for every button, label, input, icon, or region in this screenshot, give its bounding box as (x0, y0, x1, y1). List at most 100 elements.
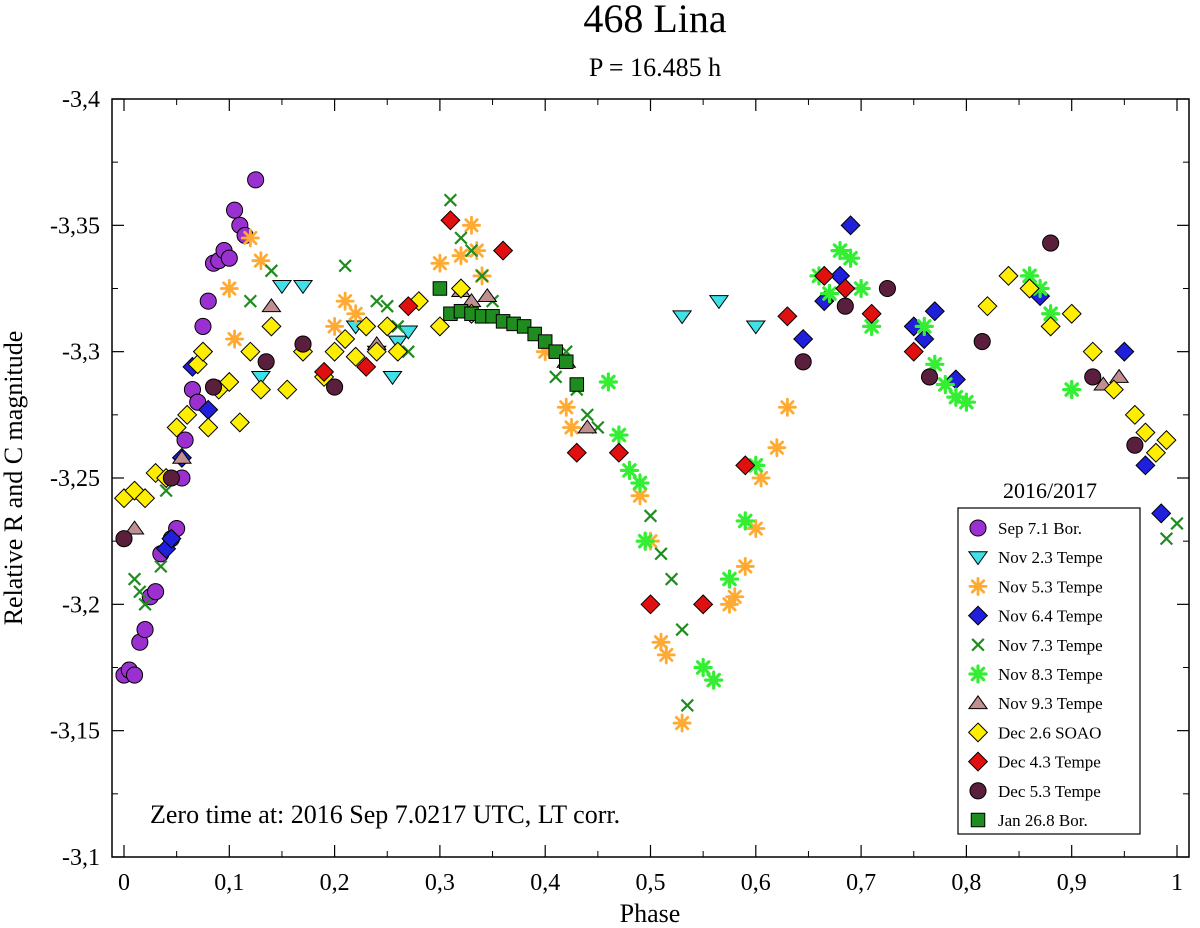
data-point (562, 418, 581, 437)
data-point (338, 259, 352, 273)
x-tick-label: 0,2 (320, 870, 350, 896)
x-tick-label: 1 (1171, 870, 1183, 896)
data-point (147, 583, 165, 601)
y-tick-label: -3,35 (50, 213, 100, 239)
data-point (326, 378, 344, 396)
legend-marker (968, 664, 988, 684)
data-point (1019, 278, 1040, 299)
data-point (830, 240, 850, 261)
data-point (1159, 532, 1174, 546)
data-point (1151, 503, 1172, 524)
data-point (271, 280, 293, 295)
y-tick-labels: -3,4 -3,35 -3,3 -3,25 -3,2 -3,15 -3,1 (50, 87, 100, 871)
data-point (250, 379, 271, 400)
data-point (356, 356, 377, 377)
series-4 (127, 193, 1184, 713)
data-point (467, 241, 487, 261)
data-point (998, 265, 1019, 286)
x-tick-label: 0 (118, 870, 130, 896)
data-point (451, 246, 471, 266)
data-point (946, 387, 966, 407)
data-point (777, 306, 798, 327)
data-point (640, 594, 661, 615)
data-point (261, 316, 282, 337)
data-point (878, 279, 896, 298)
data-point (693, 657, 713, 678)
data-point (194, 317, 212, 335)
data-point (159, 484, 173, 498)
data-point (635, 531, 655, 551)
data-point (219, 371, 240, 393)
legend-marker (967, 605, 989, 626)
x-tick-label: 0,3 (425, 870, 455, 896)
data-point (630, 473, 650, 493)
data-point (840, 248, 861, 268)
data-point (380, 299, 394, 313)
series-5 (598, 240, 1082, 690)
data-point (903, 341, 924, 362)
data-point (243, 294, 257, 308)
data-point (924, 301, 945, 322)
data-point (134, 488, 156, 509)
data-point (580, 408, 594, 422)
data-point (145, 462, 166, 484)
data-point (398, 325, 419, 340)
data-point (1040, 316, 1061, 337)
legend-label: Sep 7.1 Bor. (998, 519, 1082, 538)
data-point (720, 594, 739, 614)
data-point (133, 585, 147, 599)
data-point (630, 486, 650, 506)
legend-marker (967, 695, 989, 710)
data-point (746, 519, 766, 538)
data-point (1170, 516, 1184, 531)
x-axis-label: Phase (620, 899, 681, 928)
legend-label: Nov 8.3 Tempe (998, 665, 1103, 684)
data-point (314, 361, 335, 382)
data-point (956, 392, 977, 412)
data-point (401, 345, 415, 359)
data-point (767, 438, 787, 458)
data-point (672, 310, 693, 325)
data-point (261, 298, 282, 313)
legend-label: Nov 2.3 Tempe (998, 548, 1103, 567)
data-point (643, 509, 658, 523)
data-point (840, 215, 861, 236)
legend-label: Dec 4.3 Tempe (998, 753, 1101, 772)
data-point (477, 287, 498, 303)
data-point (176, 431, 194, 449)
data-point (192, 341, 214, 362)
data-point (124, 480, 145, 501)
data-point (450, 278, 472, 299)
data-point (294, 335, 312, 353)
data-point (171, 449, 192, 464)
data-point (162, 469, 180, 487)
y-axis-label: Relative R and C magnitude (0, 331, 28, 626)
legend-marker (971, 638, 985, 652)
data-point (161, 528, 182, 549)
data-point (914, 316, 934, 337)
y-tick-label: -3,2 (62, 592, 100, 618)
data-point (1114, 341, 1135, 362)
data-point (335, 328, 356, 350)
data-point (745, 320, 766, 335)
x-tick-label: 0,6 (741, 870, 771, 896)
series-2 (219, 215, 797, 733)
legend-title: 2016/2017 (1003, 478, 1097, 503)
data-point (138, 597, 152, 611)
data-point (429, 316, 450, 337)
data-point (398, 296, 419, 317)
legend-marker (969, 782, 987, 800)
legend-label: Jan 26.8 Bor. (998, 811, 1088, 830)
data-point (177, 404, 198, 425)
series-3 (156, 215, 1172, 559)
legend-marker (968, 576, 988, 596)
data-point (257, 353, 275, 371)
data-point (370, 294, 384, 308)
data-point (335, 291, 355, 311)
data-point (598, 372, 619, 392)
data-point (746, 455, 766, 476)
data-point (735, 455, 756, 476)
legend-marker (967, 722, 989, 743)
data-point (836, 297, 854, 315)
